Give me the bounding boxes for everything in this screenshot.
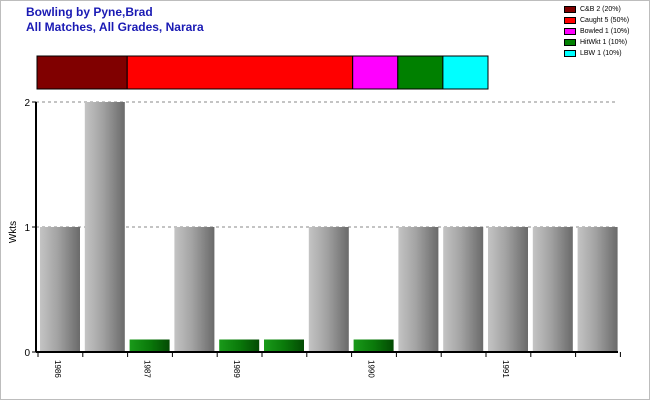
dismissal-segment: [397, 55, 444, 90]
bar: [174, 227, 215, 352]
legend-swatch: [564, 39, 576, 46]
bar: [84, 102, 125, 352]
legend-swatch: [564, 17, 576, 24]
bar: [264, 339, 304, 352]
legend-label: HitWkt 1 (10%): [580, 39, 628, 46]
x-tick-label: 1991: [501, 360, 510, 378]
bar: [353, 339, 394, 352]
y-axis-label: Wkts: [8, 221, 19, 243]
bar: [532, 227, 573, 352]
legend-swatch: [564, 6, 576, 13]
bar: [443, 227, 484, 352]
legend-swatch: [564, 28, 576, 35]
legend-label: Bowled 1 (10%): [580, 28, 630, 35]
dismissal-segment: [36, 55, 128, 90]
bar: [219, 339, 260, 352]
y-tick-label: 2: [24, 98, 30, 109]
x-labels: 1986 1987 1989 1990 1991: [37, 352, 621, 378]
legend-label: LBW 1 (10%): [580, 50, 622, 57]
legend-item: C&B 2 (20%): [564, 4, 629, 15]
dismissal-segment: [352, 55, 399, 90]
legend-label: C&B 2 (20%): [580, 6, 621, 13]
legend-item: HitWkt 1 (10%): [564, 37, 629, 48]
chart-title: Bowling by Pyne,Brad: [26, 5, 153, 19]
bar: [129, 339, 170, 352]
dismissal-stack-bar: [36, 55, 489, 90]
dismissal-segment: [442, 55, 489, 90]
bars: [40, 102, 618, 352]
legend-swatch: [564, 50, 576, 57]
bar: [577, 227, 618, 352]
legend-label: Caught 5 (50%): [580, 17, 630, 24]
legend-item: Bowled 1 (10%): [564, 26, 629, 37]
bar: [488, 227, 528, 352]
x-tick-label: 1986: [53, 360, 62, 378]
legend-item: LBW 1 (10%): [564, 48, 629, 59]
bar: [308, 227, 349, 352]
x-tick-label: 1990: [367, 360, 376, 378]
x-tick-label: 1989: [232, 360, 241, 378]
bar: [398, 227, 439, 352]
y-tick-label: 1: [24, 223, 30, 234]
bar: [40, 227, 80, 352]
y-ticks: 0 1 2: [24, 98, 36, 359]
x-tick-label: 1987: [143, 360, 152, 378]
y-tick-label: 0: [24, 348, 30, 359]
dismissal-segment: [126, 55, 354, 90]
legend: C&B 2 (20%) Caught 5 (50%) Bowled 1 (10%…: [564, 4, 629, 59]
chart-subtitle: All Matches, All Grades, Narara: [26, 20, 204, 34]
legend-item: Caught 5 (50%): [564, 15, 629, 26]
